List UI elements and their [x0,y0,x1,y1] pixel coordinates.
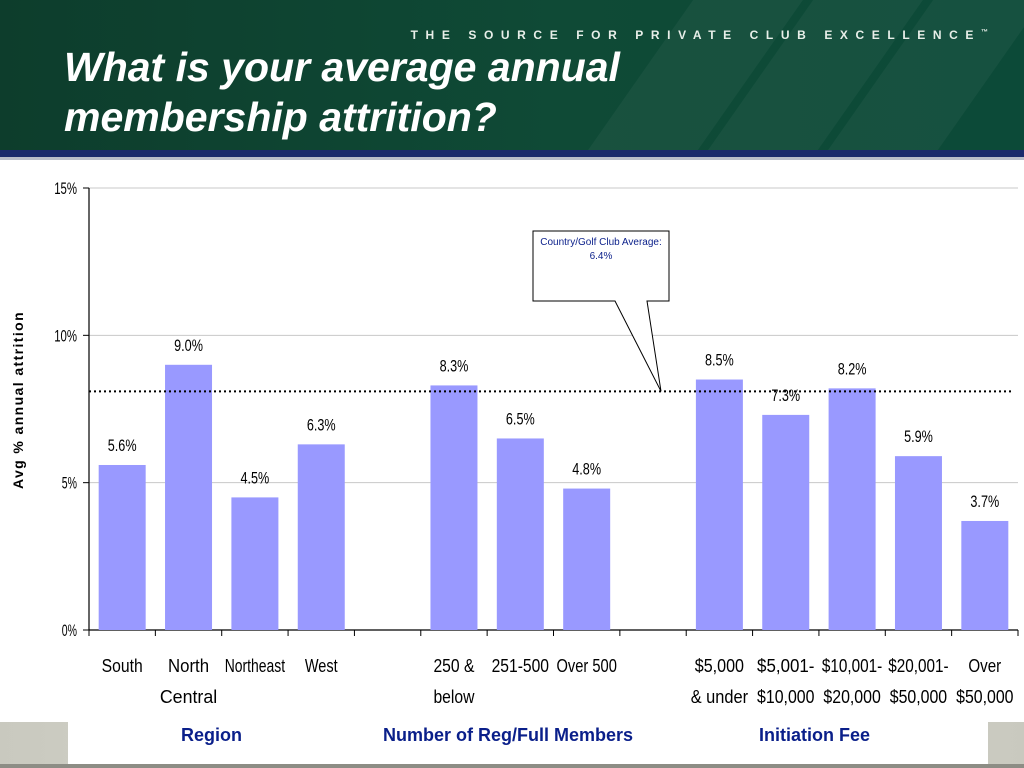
bar [695,379,743,630]
group-label-initiation-fee: Initiation Fee [759,725,871,745]
bar [165,364,213,630]
x-tick-label: Northeast [225,656,285,676]
footer-rule [0,764,1024,768]
brand-tagline: THE SOURCE FOR PRIVATE CLUB EXCELLENCE™ [410,28,988,42]
x-tick-label: & under [691,687,748,707]
x-tick-label: South [102,656,143,676]
x-tick-label: $5,000 [695,656,744,676]
bar [828,388,876,630]
bar-value-label: 5.6% [108,436,137,455]
slide-header: THE SOURCE FOR PRIVATE CLUB EXCELLENCE™ … [0,0,1024,150]
callout-text-line-2: 6.4% [590,251,613,262]
bar [98,464,146,630]
x-tick-label: $10,000 [757,687,814,707]
y-tick-label: 0% [62,621,77,640]
bar [496,438,544,630]
footer-panel [68,718,988,768]
bar [961,520,1009,630]
callout-text-line-1: Country/Golf Club Average: [540,237,662,248]
x-tick-label: $20,001- [888,656,948,676]
x-tick-label: below [433,687,475,707]
y-tick-label: 5% [62,474,77,493]
y-tick-label: 15% [54,179,77,198]
bar-value-label: 4.8% [572,460,601,479]
title-line-1: What is your average annual [64,44,620,90]
header-rule [0,150,1024,157]
group-label-region: Region [181,725,242,745]
bar-value-label: 7.3% [771,386,800,405]
x-tick-label: North [168,656,209,676]
bar [762,414,810,630]
y-tick-label: 10% [54,326,77,345]
bar [894,456,942,630]
bar-value-label: 8.5% [705,351,734,370]
x-tick-label: $50,000 [956,687,1013,707]
slide-title: What is your average annual membership a… [64,42,620,142]
x-tick-label: Over 500 [557,656,617,676]
x-tick-label: Central [160,687,217,707]
bar-value-label: 3.7% [970,492,999,511]
x-tick-label: $5,001- [757,656,814,676]
average-callout-box [532,230,670,392]
header-rule-shadow [0,157,1024,160]
x-tick-label: 251-500 [492,656,549,676]
bar-value-label: 8.3% [440,356,469,375]
group-label-members: Number of Reg/Full Members [383,725,634,745]
x-tick-label: $20,000 [823,687,880,707]
x-tick-label: West [305,656,338,676]
bar [430,385,478,630]
bar-value-label: 6.3% [307,415,336,434]
bar-value-label: 6.5% [506,409,535,428]
x-tick-label: Over [968,656,1001,676]
x-tick-label: 250 & [433,656,474,676]
x-tick-label: $10,001- [822,656,882,676]
bar [231,497,279,630]
title-line-2: membership attrition? [64,94,497,140]
bar [297,444,345,630]
bar-value-label: 5.9% [904,427,933,446]
x-tick-label: $50,000 [890,687,947,707]
bar-value-label: 4.5% [240,468,269,487]
attrition-bar-chart: 0% 5% 10% 15% 5.6% South 9.0% North Central 4.5% N… [54,179,1019,707]
bar [563,488,611,630]
bar-value-label: 9.0% [174,336,203,355]
bar-value-label: 8.2% [838,359,867,378]
